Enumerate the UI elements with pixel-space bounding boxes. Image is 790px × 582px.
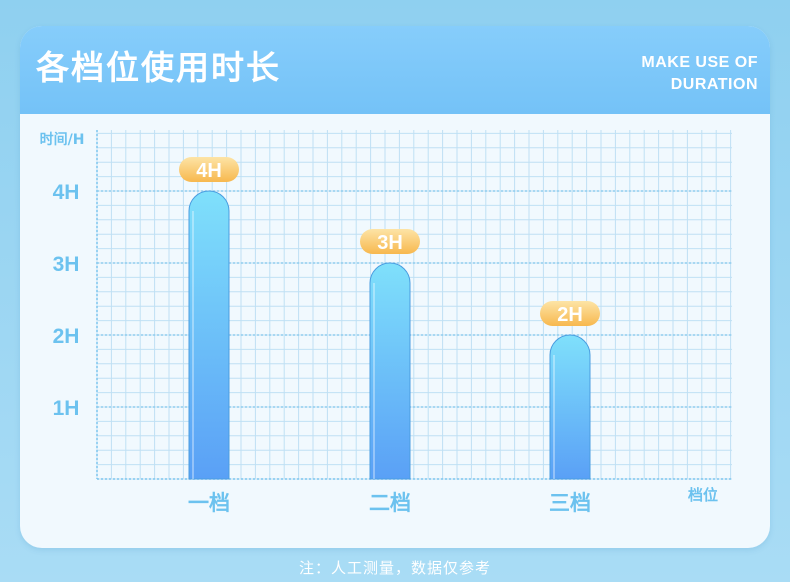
subtitle-line-1: MAKE USE OF [641,54,758,71]
header-bar: 各档位使用时长 MAKE USE OF DURATION [20,26,770,114]
bars: 4H 3H 2H [179,157,600,480]
value-badge [179,157,239,182]
category-label: 二档 [369,491,411,515]
bar [549,334,591,480]
x-ticks: 一档 二档 三档 [188,491,591,515]
y-tick-label: 3H [53,253,80,276]
category-label: 一档 [188,491,230,515]
y-tick-label: 4H [53,181,80,204]
value-label: 3H [377,232,403,254]
value-label: 2H [557,304,583,326]
y-axis-label: 时间/H [40,131,85,148]
bar [188,190,230,480]
page-subtitle: MAKE USE OF DURATION [641,52,758,96]
y-tick-label: 2H [53,325,80,348]
bar [369,262,411,480]
value-label: 4H [196,160,222,182]
value-badge [540,301,600,326]
y-tick-label: 1H [53,397,80,420]
footnote: 注：人工测量，数据仅参考 [298,559,491,577]
value-badge [360,229,420,254]
subtitle-line-2: DURATION [670,76,758,93]
x-axis-label: 档位 [688,486,718,504]
page-title: 各档位使用时长 [36,48,281,87]
category-label: 三档 [549,491,591,515]
